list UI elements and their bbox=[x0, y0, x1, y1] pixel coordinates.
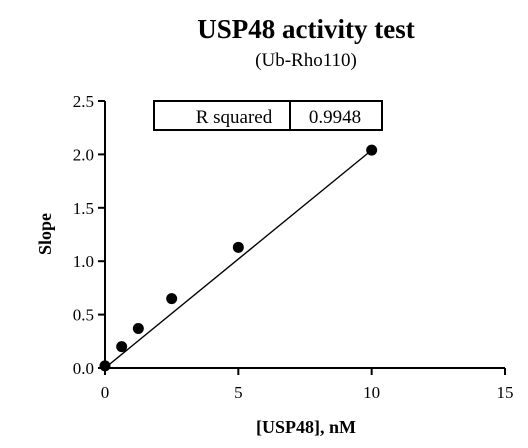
r-squared-label: R squared bbox=[196, 107, 273, 128]
data-point bbox=[166, 293, 178, 305]
fit-line bbox=[104, 149, 373, 369]
y-tick-label: 2.0 bbox=[73, 145, 94, 164]
x-tick-label: 5 bbox=[234, 383, 243, 402]
data-point bbox=[116, 341, 128, 353]
y-axis-label: Slope bbox=[35, 213, 55, 255]
y-tick-label: 2.5 bbox=[73, 92, 94, 111]
chart-subtitle: (Ub-Rho110) bbox=[255, 50, 357, 71]
r-squared-box: R squared 0.9948 bbox=[153, 100, 383, 131]
data-points bbox=[99, 144, 378, 372]
x-tick-label: 10 bbox=[363, 383, 380, 402]
y-tick-label: 0.5 bbox=[73, 306, 94, 325]
r-squared-box-frame bbox=[153, 100, 383, 131]
y-tick-label: 0.0 bbox=[73, 359, 94, 378]
x-tick-label: 0 bbox=[101, 383, 110, 402]
axes bbox=[104, 101, 505, 369]
fit-line-group bbox=[104, 149, 373, 369]
chart-title: USP48 activity test bbox=[197, 14, 414, 44]
x-tick-label: 15 bbox=[497, 383, 514, 402]
data-point bbox=[232, 241, 244, 253]
data-point bbox=[366, 144, 378, 156]
x-axis-label: [USP48], nM bbox=[256, 417, 356, 437]
r-squared-value: 0.9948 bbox=[309, 107, 361, 128]
ticks: 0.0 0.5 1.0 1.5 2.0 2.5 0 5 10 15 bbox=[73, 92, 514, 402]
data-point bbox=[132, 322, 144, 334]
data-point bbox=[99, 360, 111, 372]
y-tick-label: 1.5 bbox=[73, 199, 94, 218]
y-tick-label: 1.0 bbox=[73, 252, 94, 271]
